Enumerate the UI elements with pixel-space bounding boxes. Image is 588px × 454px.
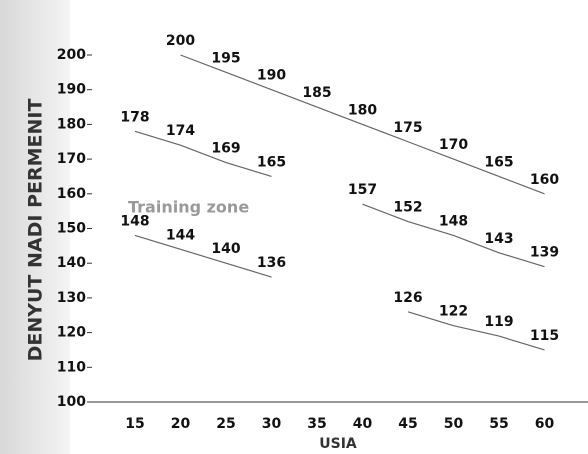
value-label: 144 [166,227,195,243]
y-tick-label: 150 [57,221,86,237]
y-tick-label: 100 [57,394,86,410]
value-label: 178 [120,109,149,125]
x-tick-label: 45 [398,416,417,432]
x-axis-label: USIA [319,436,357,452]
value-label: 148 [439,213,468,229]
value-label: 122 [439,304,468,320]
y-tick-label: 130 [57,290,86,306]
x-tick-label: 15 [125,416,144,432]
value-label: 175 [393,120,422,136]
y-tick-label: 160 [57,186,86,202]
series-line [135,235,545,350]
y-tick-label: 180 [57,116,86,132]
value-label: 170 [439,137,468,153]
x-tick-label: 55 [489,416,508,432]
y-tick-label: 140 [57,255,86,271]
x-tick-label: 30 [262,416,282,432]
value-label: 143 [484,231,513,247]
value-label: 140 [211,241,240,257]
chart: DENYUT NADI PERMENIT USIA Training zone … [0,0,588,454]
y-tick-label: 170 [57,151,86,167]
value-label: 157 [348,182,377,198]
value-label: 165 [257,154,286,170]
value-label: 165 [484,154,513,170]
value-label: 139 [530,245,559,261]
value-label: 152 [393,200,422,216]
x-tick-label: 20 [171,416,191,432]
y-tick-label: 120 [57,325,86,341]
value-label: 169 [211,141,240,157]
value-label: 160 [530,172,559,188]
x-tick-label: 40 [353,416,373,432]
value-label: 148 [120,213,149,229]
y-tick-label: 190 [57,82,86,98]
value-label: 195 [211,50,240,66]
value-label: 200 [166,33,195,49]
x-tick-label: 60 [535,416,555,432]
value-label: 119 [484,314,513,330]
value-label: 136 [257,255,286,271]
x-tick-label: 25 [216,416,235,432]
series-line [181,55,545,194]
x-tick-label: 35 [307,416,326,432]
y-axis-label: DENYUT NADI PERMENIT [25,99,47,362]
value-label: 115 [530,328,559,344]
value-label: 190 [257,68,286,84]
value-label: 180 [348,102,377,118]
value-label: 126 [393,290,422,306]
value-label: 185 [302,85,331,101]
y-tick-label: 110 [57,359,86,375]
y-tick-label: 200 [57,47,86,63]
value-label: 174 [166,123,195,139]
x-tick-label: 50 [444,416,464,432]
